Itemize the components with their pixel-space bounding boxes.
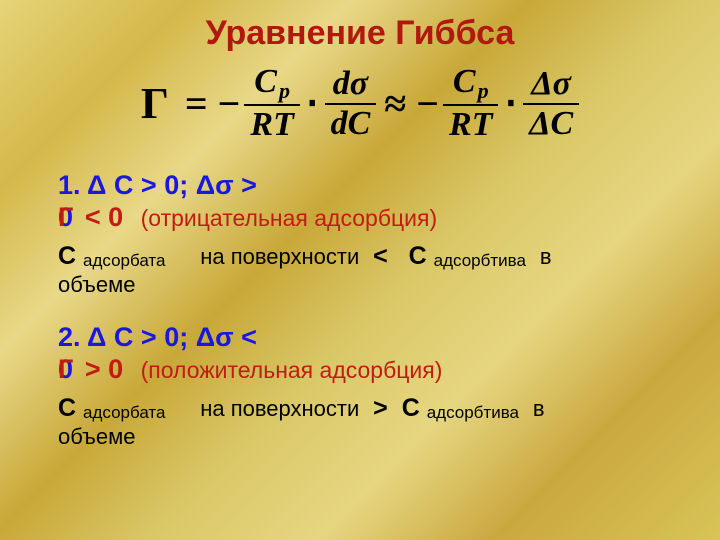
c2-op: >	[373, 394, 388, 422]
c1-line2: объеме	[58, 272, 135, 297]
gamma-symbol: Г	[141, 78, 169, 129]
case-1-wrap: 1. Δ С > 0; Δσ > 0 Г < 0 (отрицательная …	[58, 170, 662, 238]
case2-line-a: 2. Δ С > 0; Δσ <	[58, 322, 257, 352]
c1-sub-a: адсорбата	[83, 251, 165, 270]
minus-1: −	[218, 80, 241, 127]
c1-b: С	[409, 242, 427, 270]
c1-op: <	[373, 242, 388, 270]
equals-sign: =	[185, 80, 208, 127]
delta-sigma: Δσ	[525, 67, 577, 101]
c2-sub-a: адсорбата	[83, 403, 165, 422]
c1-a: С	[58, 242, 76, 270]
c1-sub-b: адсорбтива	[434, 251, 526, 270]
slide-root: Уравнение Гиббса Г = − Cp RT ⋅ dσ dC ≈ −…	[0, 0, 720, 540]
cp-1: Cp	[248, 65, 296, 102]
cp-2: Cp	[447, 65, 495, 102]
dot-2: ⋅	[504, 80, 517, 127]
frac-cp-rt-2: Cp RT	[443, 65, 498, 142]
c1-tail: в	[540, 244, 552, 269]
case-2-result: Г > 0 (положительная адсорбция)	[58, 354, 442, 386]
dc: dC	[325, 103, 377, 141]
frac-cp-rt-1: Cp RT	[244, 65, 299, 142]
content-block: 1. Δ С > 0; Δσ > 0 Г < 0 (отрицательная …	[24, 170, 696, 450]
minus-2: −	[416, 80, 439, 127]
case1-line-a: 1. Δ С > 0; Δσ >	[58, 170, 257, 200]
frac-dsigma-dc: dσ dC	[325, 67, 377, 141]
case-1-result: Г < 0 (отрицательная адсорбция)	[58, 202, 437, 234]
case1-rest: < 0	[85, 202, 123, 232]
case-2-wrap: 2. Δ С > 0; Δσ < 0 Г > 0 (положительная …	[58, 322, 662, 390]
approx-sign: ≈	[384, 80, 406, 127]
case2-paren: (положительная адсорбция)	[141, 357, 443, 383]
case2-rest: > 0	[85, 354, 123, 384]
c2-sub-b: адсорбтива	[427, 403, 519, 422]
concentration-1: С адсорбата на поверхности < С адсорбтив…	[58, 242, 662, 298]
frac-deltasigma-deltac: Δσ ΔC	[523, 67, 579, 141]
c1-mid: на поверхности	[200, 244, 359, 269]
delta-c: ΔC	[523, 103, 579, 141]
gibbs-equation: Г = − Cp RT ⋅ dσ dC ≈ − Cp RT ⋅ Δσ ΔC	[24, 65, 696, 142]
rt-1: RT	[244, 104, 299, 142]
case2-gamma: Г	[58, 354, 73, 384]
rt-2: RT	[443, 104, 498, 142]
c2-mid: на поверхности	[200, 396, 359, 421]
slide-title: Уравнение Гиббса	[24, 14, 696, 53]
c2-line2: объеме	[58, 424, 135, 449]
equation-row: Г = − Cp RT ⋅ dσ dC ≈ − Cp RT ⋅ Δσ ΔC	[141, 65, 579, 142]
c2-b: С	[402, 394, 420, 422]
dot-1: ⋅	[306, 80, 319, 127]
dsigma: dσ	[327, 67, 374, 101]
c2-a: С	[58, 394, 76, 422]
concentration-2: С адсорбата на поверхности > С адсорбтив…	[58, 394, 662, 450]
case1-paren: (отрицательная адсорбция)	[141, 205, 437, 231]
c2-tail: в	[533, 396, 545, 421]
case1-gamma: Г	[58, 202, 73, 232]
